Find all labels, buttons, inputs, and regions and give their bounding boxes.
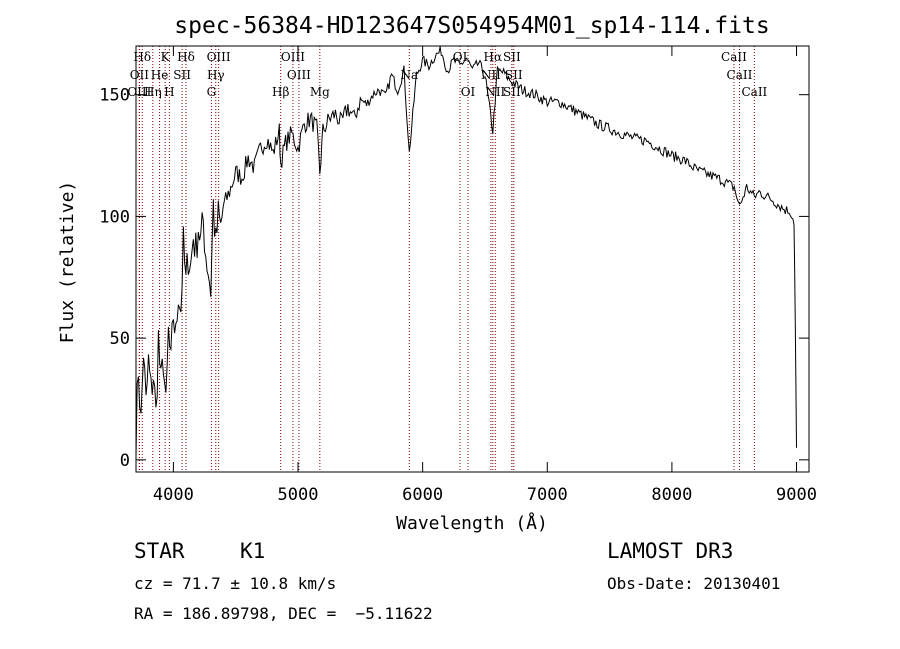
line-marker-label: H (164, 85, 174, 99)
line-marker-label: G (207, 85, 217, 99)
line-marker-label: OI (461, 85, 476, 99)
line-marker-label: OIII (207, 50, 231, 64)
line-marker-label: Hα (484, 50, 503, 64)
plot-frame (135, 45, 810, 473)
y-tick-label: 50 (110, 329, 130, 349)
line-marker-label: Hβ (272, 85, 289, 99)
x-tick-label: 4000 (153, 485, 194, 505)
line-marker-label: SII (503, 85, 521, 99)
y-axis-label: Flux (relative) (57, 181, 78, 344)
survey-label: LAMOST DR3 (607, 539, 734, 563)
x-tick-label: 6000 (402, 485, 443, 505)
line-marker-label: CaII (727, 68, 753, 82)
redshift-cz: cz = 71.7 ± 10.8 km/s (134, 574, 337, 593)
line-marker-label: SII (503, 50, 521, 64)
line-marker-label: Hγ (207, 68, 225, 82)
y-tick-label: 100 (99, 207, 130, 227)
x-tick-label: 7000 (527, 485, 568, 505)
line-marker-label: OI (453, 50, 468, 64)
line-marker-label: Hδ (133, 50, 151, 64)
subclass: K1 (240, 539, 266, 563)
x-axis-label: Wavelength (Å) (396, 512, 548, 534)
x-tick-label: 8000 (651, 485, 692, 505)
x-tick-label: 5000 (278, 485, 319, 505)
y-tick-label: 0 (120, 451, 130, 471)
coordinates: RA = 186.89798, DEC = −5.11622 (134, 604, 433, 623)
line-marker-label: OII (130, 68, 150, 82)
line-marker-label: OIII (287, 68, 311, 82)
line-marker-label: Hδ (177, 50, 195, 64)
y-tick-label: 150 (99, 86, 130, 106)
line-marker-label: Hη (144, 85, 162, 99)
line-marker-label: OIII (281, 50, 305, 64)
x-axis-ticks: 4000 5000 6000 7000 8000 9000 (153, 46, 817, 505)
object-class: STAR (134, 539, 185, 563)
x-tick-label: 9000 (776, 485, 817, 505)
line-marker-label: OIII (127, 85, 151, 99)
line-marker-label: Mg (310, 85, 330, 99)
line-marker-label: K (161, 50, 171, 64)
chart-title: spec-56384-HD123647S054954M01_sp14-114.f… (174, 13, 769, 39)
line-marker-label: He (151, 68, 169, 82)
spectrum-line (135, 46, 797, 458)
line-marker-label: CaII (721, 50, 747, 64)
y-axis-ticks: 0 50 100 150 (99, 86, 809, 471)
line-marker-label: CaII (741, 85, 767, 99)
line-markers (138, 46, 755, 472)
line-marker-label: NII (481, 68, 501, 82)
line-marker-label: SII (173, 68, 191, 82)
obs-date: Obs-Date: 20130401 (607, 574, 781, 593)
